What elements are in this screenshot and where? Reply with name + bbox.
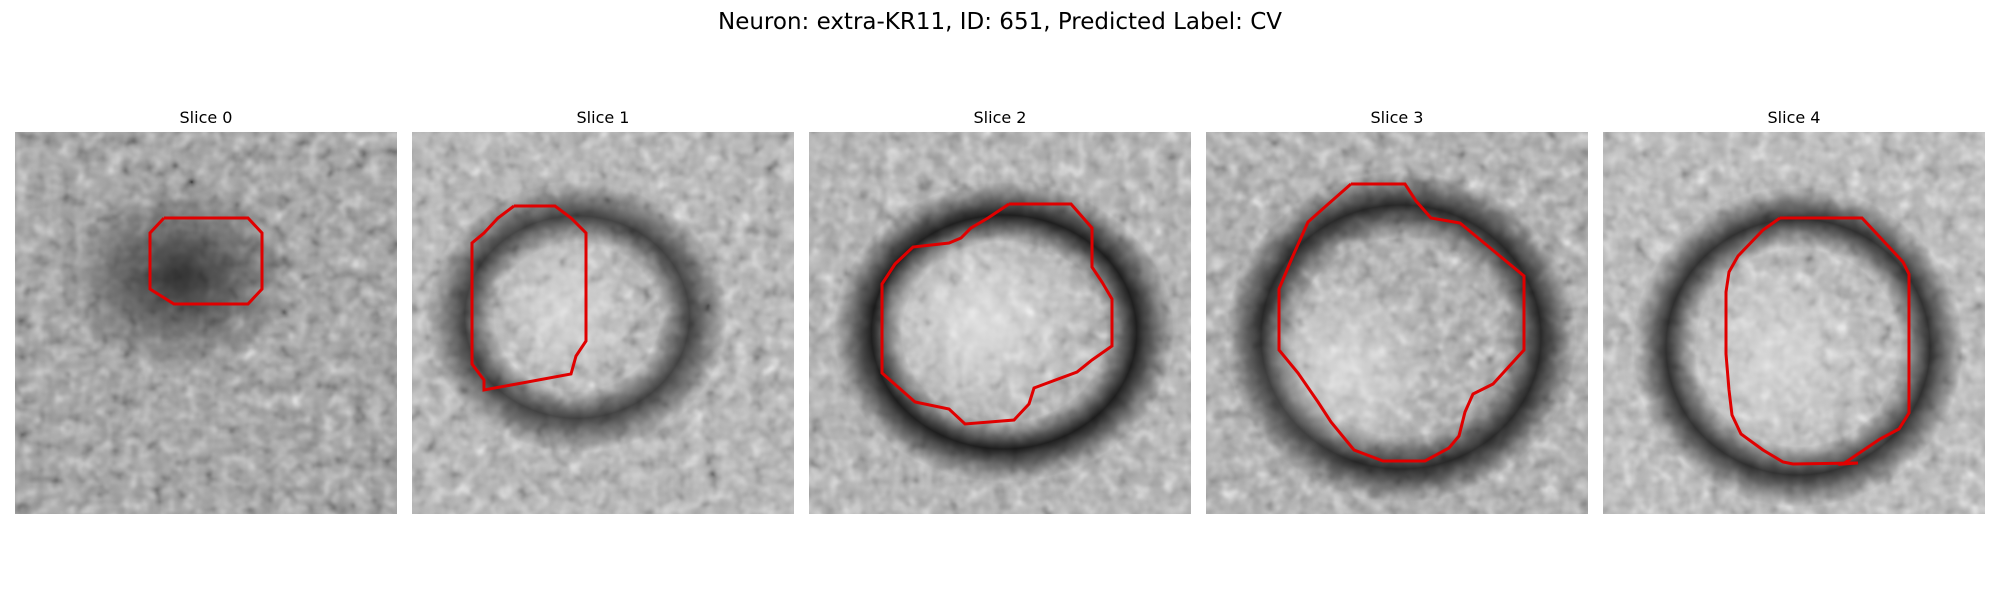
slice-image <box>809 132 1191 514</box>
figure-title: Neuron: extra-KR11, ID: 651, Predicted L… <box>717 9 1283 35</box>
segmentation-contour <box>880 202 1114 426</box>
slice-title: Slice 3 <box>1370 108 1424 127</box>
slice-panel-3: Slice 3 <box>1206 106 1588 514</box>
slice-panel-2: Slice 2 <box>809 106 1191 514</box>
slice-panel-4: Slice 4 <box>1603 106 1985 514</box>
slice-image <box>15 132 397 514</box>
slice-image <box>1206 132 1588 514</box>
segmentation-contour <box>1724 216 1911 466</box>
slice-title: Slice 0 <box>179 108 233 127</box>
slice-image <box>1603 132 1985 514</box>
segmentation-contour <box>1277 182 1526 463</box>
segmentation-contour <box>470 204 588 392</box>
segmentation-contour <box>148 216 264 306</box>
slice-title: Slice 4 <box>1767 108 1821 127</box>
slice-image <box>412 132 794 514</box>
slice-panel-0: Slice 0 <box>15 106 397 514</box>
slice-title: Slice 1 <box>576 108 630 127</box>
slice-panel-1: Slice 1 <box>412 106 794 514</box>
slice-title: Slice 2 <box>973 108 1027 127</box>
